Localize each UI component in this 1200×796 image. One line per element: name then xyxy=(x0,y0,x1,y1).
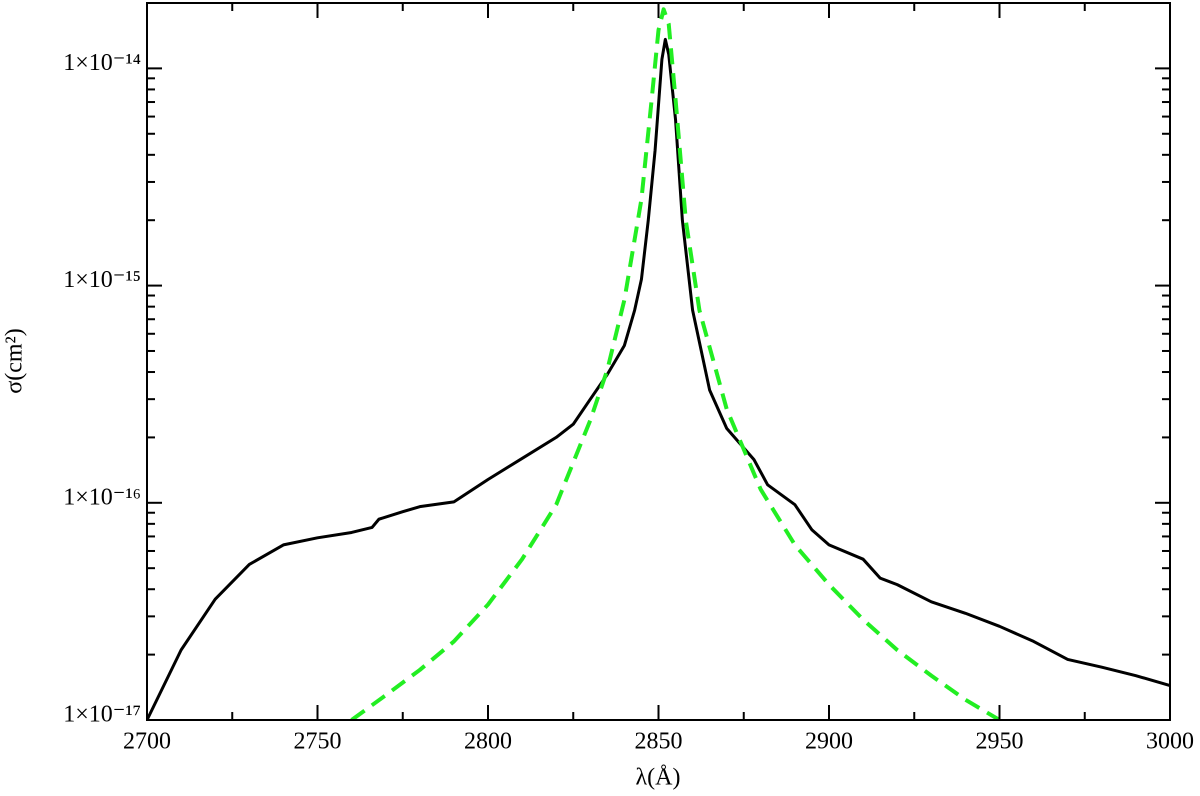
x-tick-label: 3000 xyxy=(1146,729,1194,755)
y-tick-label: 1×10⁻¹⁶ xyxy=(63,484,141,510)
y-axis-title: σ(cm²) xyxy=(2,328,28,393)
series-line xyxy=(147,37,1170,720)
x-tick-label: 2750 xyxy=(294,729,342,755)
y-tick-label: 1×10⁻¹⁵ xyxy=(63,267,141,293)
y-tick-label: 1×10⁻¹⁴ xyxy=(63,50,141,76)
series-line xyxy=(350,7,1001,720)
x-tick-label: 2700 xyxy=(123,729,171,755)
x-tick-label: 2850 xyxy=(635,729,683,755)
x-tick-label: 2900 xyxy=(805,729,853,755)
y-tick-label: 1×10⁻¹⁷ xyxy=(63,702,141,728)
x-tick-label: 2800 xyxy=(464,729,512,755)
x-tick-label: 2950 xyxy=(976,729,1024,755)
x-axis-title: λ(Å) xyxy=(636,765,681,791)
